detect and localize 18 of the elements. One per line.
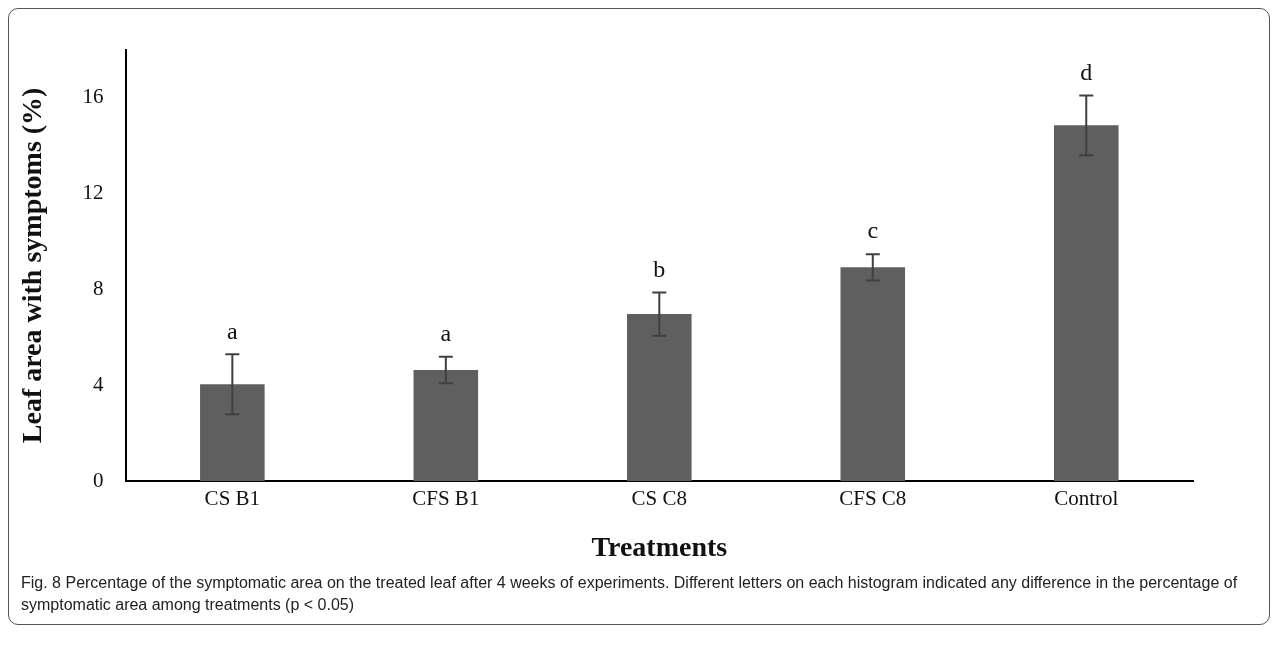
data-label: d: [1080, 58, 1093, 85]
y-axis-title: Leaf area with symptoms (%): [16, 87, 48, 444]
data-label: c: [867, 217, 879, 244]
y-tick-label: 0: [93, 467, 104, 492]
x-tick-label: CFS C8: [839, 486, 907, 511]
y-tick-label: 16: [82, 84, 104, 109]
x-axis-title: Treatments: [591, 531, 728, 563]
data-label: a: [227, 317, 239, 344]
caption: Fig. 8 Percentage of the symptomatic area on the treated leaf after 4 weeks of experiments. Different letters on each histogram indicated any difference in the percentage of symptomatic area among treatments (p < 0.05): [20, 573, 1239, 615]
x-tick-label: CS C8: [631, 486, 688, 511]
x-tick-label: CFS B1: [412, 486, 480, 511]
x-tick-label: Control: [1054, 486, 1119, 511]
y-tick-label: 4: [93, 371, 105, 396]
y-tick-label: 12: [82, 179, 104, 204]
data-label: b: [653, 255, 666, 282]
x-tick-label: CS B1: [204, 486, 261, 511]
data-label: a: [440, 320, 452, 347]
y-tick-label: 8: [93, 275, 104, 300]
